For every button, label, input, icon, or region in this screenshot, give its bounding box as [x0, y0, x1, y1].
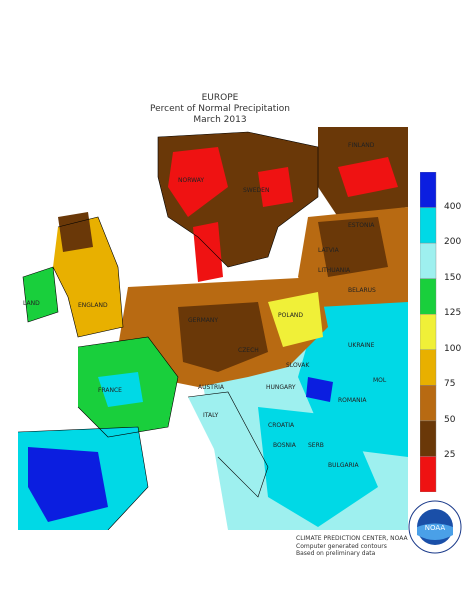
poland-yellow: [268, 292, 323, 347]
map-subtitle: Percent of Normal Precipitation: [150, 104, 290, 114]
precipitation-map: NORWAY SWEDEN FINLAND ESTONIA LATVIA LITHUANI…: [18, 127, 408, 530]
country-label: ENGLAND: [78, 302, 108, 309]
legend-swatch: [420, 385, 437, 422]
baltic-dark: [318, 217, 388, 277]
country-label: LITHUANIA: [318, 267, 351, 274]
legend-swatch: [420, 172, 437, 208]
legend-swatch: [420, 456, 437, 492]
credit-line-3: Based on preliminary data: [296, 550, 376, 557]
country-label: BULGARIA: [328, 462, 360, 469]
noaa-logo-text: NOAA: [425, 524, 446, 532]
country-label: NORWAY: [178, 177, 204, 184]
scotland-dark: [58, 212, 93, 252]
denmark-red: [193, 222, 223, 282]
country-label: SWEDEN: [243, 187, 269, 194]
legend-label: 150: [444, 272, 462, 283]
country-label: AUSTRIA: [198, 384, 225, 391]
noaa-logo: NOAA: [408, 500, 462, 554]
legend-label: 400: [444, 201, 462, 212]
iberia-deep: [28, 447, 108, 522]
map-title: EUROPE: [201, 93, 239, 103]
country-label: CZECH: [238, 347, 259, 354]
country-label: CROATIA: [268, 422, 295, 429]
credit-line-1: CLIMATE PREDICTION CENTER, NOAA: [296, 535, 408, 542]
italy-fill: [188, 392, 268, 497]
country-label: LAND: [23, 300, 40, 307]
france-blue: [98, 372, 143, 407]
country-label: MOL: [373, 377, 387, 384]
legend-label: 100: [444, 343, 462, 354]
country-label: HUNGARY: [266, 384, 296, 391]
credit-line-2: Computer generated contours: [296, 543, 387, 550]
legend-label: 125: [444, 308, 462, 319]
legend-swatch: [420, 278, 437, 315]
country-label: LATVIA: [318, 247, 340, 254]
ireland-fill: [23, 267, 58, 322]
sweden-red: [258, 167, 293, 207]
romania-deep: [306, 377, 333, 402]
map-period: March 2013: [193, 115, 247, 125]
balkan-fill: [258, 407, 378, 527]
country-label: BELARUS: [348, 287, 376, 294]
legend-label: 50: [444, 414, 456, 425]
legend-swatch: [420, 314, 437, 350]
finland-red: [338, 157, 398, 197]
legend-swatch: [420, 420, 437, 457]
precipitation-legend: [420, 172, 437, 492]
legend-label: 25: [444, 450, 456, 461]
legend-swatch: [420, 242, 437, 279]
legend-label: 75: [444, 379, 456, 390]
country-label: POLAND: [278, 312, 303, 319]
country-label: SERB: [308, 442, 324, 449]
legend-swatch: [420, 207, 437, 244]
country-label: ESTONIA: [348, 222, 375, 229]
norway-red: [168, 147, 228, 217]
legend-swatch: [420, 349, 437, 386]
germany-dark: [178, 302, 268, 372]
country-label: FINLAND: [348, 142, 375, 149]
country-label: FRANCE: [98, 387, 122, 394]
country-label: SLOVAK: [286, 362, 310, 369]
legend-label: 200: [444, 237, 462, 248]
country-label: ITALY: [203, 412, 219, 419]
country-label: GERMANY: [188, 317, 218, 324]
country-label: ROMANIA: [338, 397, 367, 404]
country-label: UKRAINE: [348, 342, 375, 349]
country-label: BOSNIA: [273, 442, 297, 449]
